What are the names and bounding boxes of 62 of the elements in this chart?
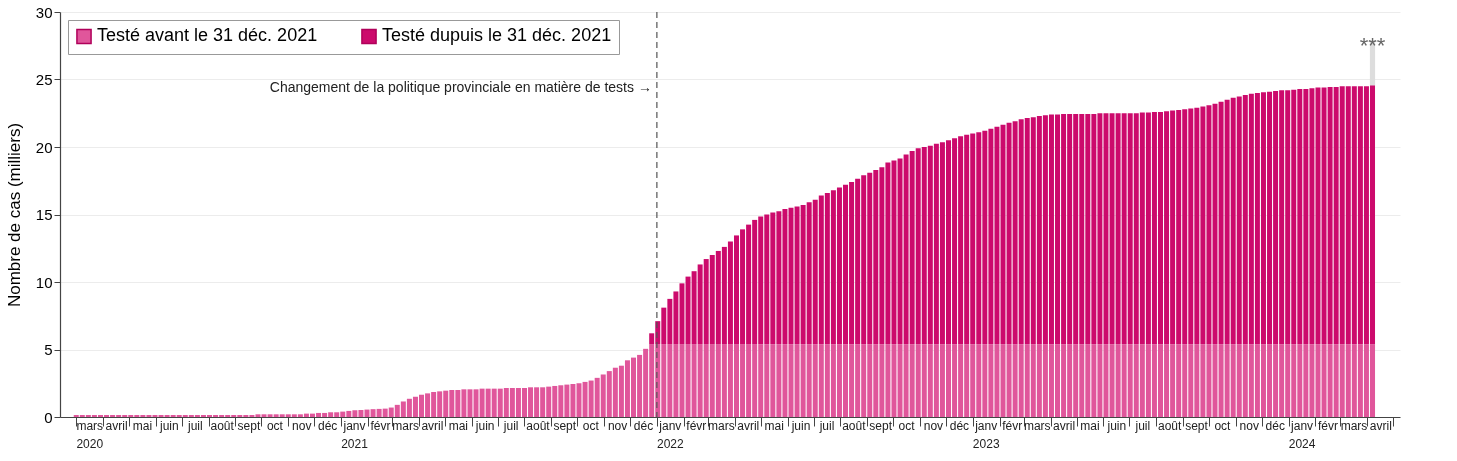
x-tick-label: nov — [607, 418, 628, 433]
x-tick-label: août — [1157, 418, 1182, 433]
x-tick-label: sept — [1185, 418, 1209, 433]
x-tick-label: mai — [132, 418, 153, 433]
x-tick-label: mai — [764, 418, 784, 433]
ref-line-label: Changement de la politique provinciale en matière de tests → — [269, 79, 652, 95]
x-tick-label: déc — [949, 418, 970, 433]
x-tick-label: févr — [686, 418, 707, 433]
x-tick-label: août — [842, 418, 867, 433]
x-tick-label: avril — [105, 418, 128, 433]
y-axis-title: Nombre de cas (milliers) — [4, 122, 24, 308]
x-tick-label: oct — [266, 418, 284, 433]
y-tick-label: 5 — [44, 341, 53, 358]
x-tick-label: oct — [582, 418, 600, 433]
x-tick-label: janv 2023 — [972, 418, 1000, 451]
x-tick-label: avril — [421, 418, 444, 433]
y-tick-label: 15 — [35, 206, 53, 223]
x-tick-label: mars — [1340, 418, 1368, 433]
x-tick-label: févr — [370, 418, 391, 433]
x-tick-label: juin — [474, 418, 495, 433]
x-tick-label: déc — [633, 418, 654, 433]
x-tick-label: avril — [1053, 418, 1076, 433]
x-tick-label: mars — [392, 418, 419, 433]
x-tick-label: févr — [1002, 418, 1023, 433]
x-tick-label: août — [210, 418, 235, 433]
x-tick-label: juil — [502, 418, 519, 433]
x-tick-label: mars 2020 — [76, 418, 104, 451]
y-tick-label: 0 — [44, 408, 53, 426]
x-tick-label: janv 2022 — [657, 418, 685, 451]
y-tick-label: 25 — [35, 71, 53, 88]
legend-label: Testé avant le 31 déc. 2021 — [97, 25, 318, 46]
x-tick-label: oct — [898, 418, 916, 433]
x-tick-label: sept — [869, 418, 893, 433]
y-tick-label: 30 — [35, 3, 53, 21]
x-tick-label: août — [526, 418, 551, 433]
band-label: *** — [1359, 33, 1386, 58]
y-tick-label: 20 — [35, 138, 53, 156]
x-tick-label: juin — [1106, 418, 1127, 433]
x-tick-label: sept — [237, 418, 261, 433]
legend-label: Testé dupuis le 31 déc. 2021 — [382, 25, 612, 46]
x-tick-label: avril — [737, 418, 760, 433]
x-tick-label: déc — [318, 418, 338, 433]
x-tick-label: nov — [923, 418, 944, 433]
x-tick-label: mai — [448, 418, 469, 433]
x-tick-label: mars — [708, 418, 735, 433]
x-tick-label: juin — [158, 418, 179, 433]
x-tick-label: sept — [553, 418, 577, 433]
x-tick-label: janv 2024 — [1288, 418, 1316, 451]
y-tick-label: 10 — [35, 273, 53, 291]
x-tick-label: mars — [1023, 418, 1051, 433]
x-tick-label: févr — [1318, 418, 1339, 433]
x-tick-label: juil — [1134, 418, 1151, 433]
x-tick-label: oct — [1214, 418, 1232, 433]
x-tick-label: mai — [1080, 418, 1100, 433]
x-tick-label: juin — [790, 418, 811, 433]
x-tick-label: janv 2021 — [341, 418, 369, 451]
x-tick-label: avril — [1369, 418, 1392, 433]
x-tick-label: déc — [1265, 418, 1285, 433]
x-tick-label: juil — [186, 418, 203, 433]
x-tick-label: nov — [292, 418, 312, 433]
x-tick-label: nov — [1239, 418, 1259, 433]
x-tick-label: juil — [818, 418, 835, 433]
